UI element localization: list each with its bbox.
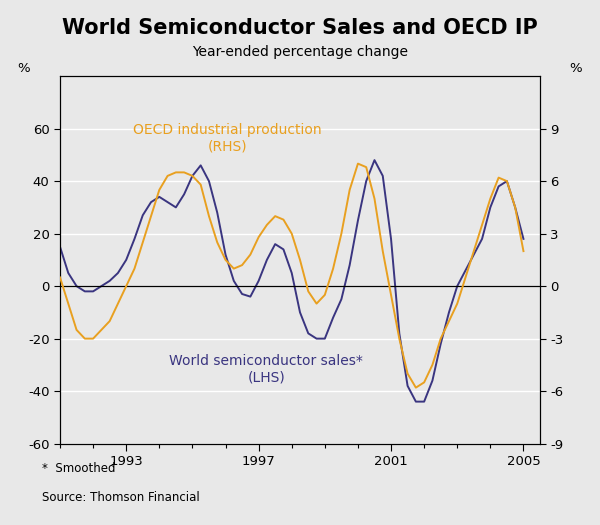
Text: %: % [569,62,583,76]
Text: World semiconductor sales*
(LHS): World semiconductor sales* (LHS) [169,354,363,385]
Text: OECD industrial production
(RHS): OECD industrial production (RHS) [133,123,322,154]
Text: World Semiconductor Sales and OECD IP: World Semiconductor Sales and OECD IP [62,18,538,38]
Text: Year-ended percentage change: Year-ended percentage change [192,45,408,59]
Text: Source: Thomson Financial: Source: Thomson Financial [42,491,200,504]
Text: *  Smoothed: * Smoothed [42,462,115,475]
Text: %: % [17,62,31,76]
